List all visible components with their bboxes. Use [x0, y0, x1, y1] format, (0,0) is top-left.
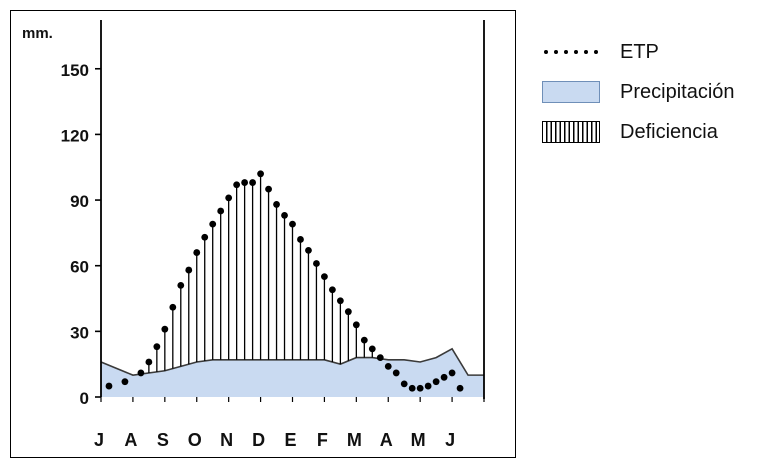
dotted-line-swatch-icon — [542, 41, 600, 63]
y-tick-label: 0 — [80, 389, 89, 408]
etp-point — [392, 369, 400, 377]
x-tick-label: M — [347, 430, 362, 450]
etp-point — [368, 345, 376, 353]
etp-point — [193, 249, 201, 256]
etp-point — [145, 358, 153, 366]
x-tick-label: J — [445, 430, 455, 450]
etp-point — [456, 384, 464, 392]
etp-point — [137, 369, 145, 377]
legend: ETP Precipitación Deficiencia — [542, 32, 735, 152]
etp-point — [305, 246, 312, 254]
etp-point — [344, 308, 352, 316]
etp-point — [225, 194, 233, 202]
etp-point — [161, 325, 169, 333]
etp-point — [440, 373, 448, 381]
etp-point — [217, 207, 225, 215]
y-tick-label: 90 — [70, 192, 89, 211]
blue-fill-swatch-icon — [542, 81, 600, 103]
etp-point — [313, 260, 320, 267]
etp-point — [201, 233, 209, 241]
y-axis-label: mm. — [22, 25, 53, 42]
etp-point — [432, 378, 440, 386]
etp-point — [241, 179, 249, 186]
etp-point — [360, 336, 368, 344]
x-tick-label: M — [411, 430, 426, 450]
y-tick-label: 60 — [70, 258, 89, 277]
etp-point — [352, 321, 360, 329]
etp-point — [257, 170, 264, 178]
x-tick-label: O — [188, 430, 202, 450]
etp-point — [297, 236, 304, 243]
etp-point — [153, 343, 161, 351]
etp-point — [336, 297, 344, 305]
etp-point — [328, 286, 336, 294]
legend-label-etp: ETP — [620, 40, 659, 63]
precipitation-area — [101, 348, 484, 397]
etp-point — [384, 362, 392, 370]
legend-item-etp: ETP — [542, 32, 735, 72]
hatch-swatch-icon — [542, 121, 600, 143]
x-tick-label: A — [380, 430, 393, 450]
etp-point — [177, 282, 185, 289]
x-tick-label: A — [124, 430, 137, 450]
legend-label-precipitacion: Precipitación — [620, 80, 735, 103]
y-tick-label: 30 — [70, 323, 89, 342]
etp-point — [209, 220, 217, 228]
etp-point — [249, 179, 257, 186]
etp-point — [233, 181, 241, 189]
x-tick-label: S — [157, 430, 169, 450]
x-tick-label: N — [220, 430, 233, 450]
etp-point — [273, 201, 280, 208]
etp-point — [169, 303, 177, 311]
etp-point — [448, 369, 456, 377]
x-tick-label: E — [284, 430, 296, 450]
etp-point — [105, 382, 113, 390]
etp-point — [265, 185, 272, 193]
etp-point — [281, 211, 288, 219]
etp-point — [416, 384, 424, 392]
x-tick-label: F — [317, 430, 328, 450]
y-tick-label: 150 — [61, 61, 89, 80]
legend-item-precipitacion: Precipitación — [542, 72, 735, 112]
y-tick-label: 120 — [61, 126, 89, 145]
etp-point — [121, 378, 129, 386]
etp-point — [185, 266, 193, 274]
x-tick-label: J — [94, 430, 104, 450]
etp-point — [376, 354, 384, 362]
legend-item-deficiencia: Deficiencia — [542, 112, 735, 152]
legend-label-deficiencia: Deficiencia — [620, 120, 718, 143]
etp-point — [289, 220, 296, 228]
etp-point — [400, 380, 408, 388]
etp-point — [321, 273, 328, 281]
x-tick-label: D — [252, 430, 265, 450]
etp-point — [424, 382, 432, 390]
etp-point — [408, 384, 416, 392]
